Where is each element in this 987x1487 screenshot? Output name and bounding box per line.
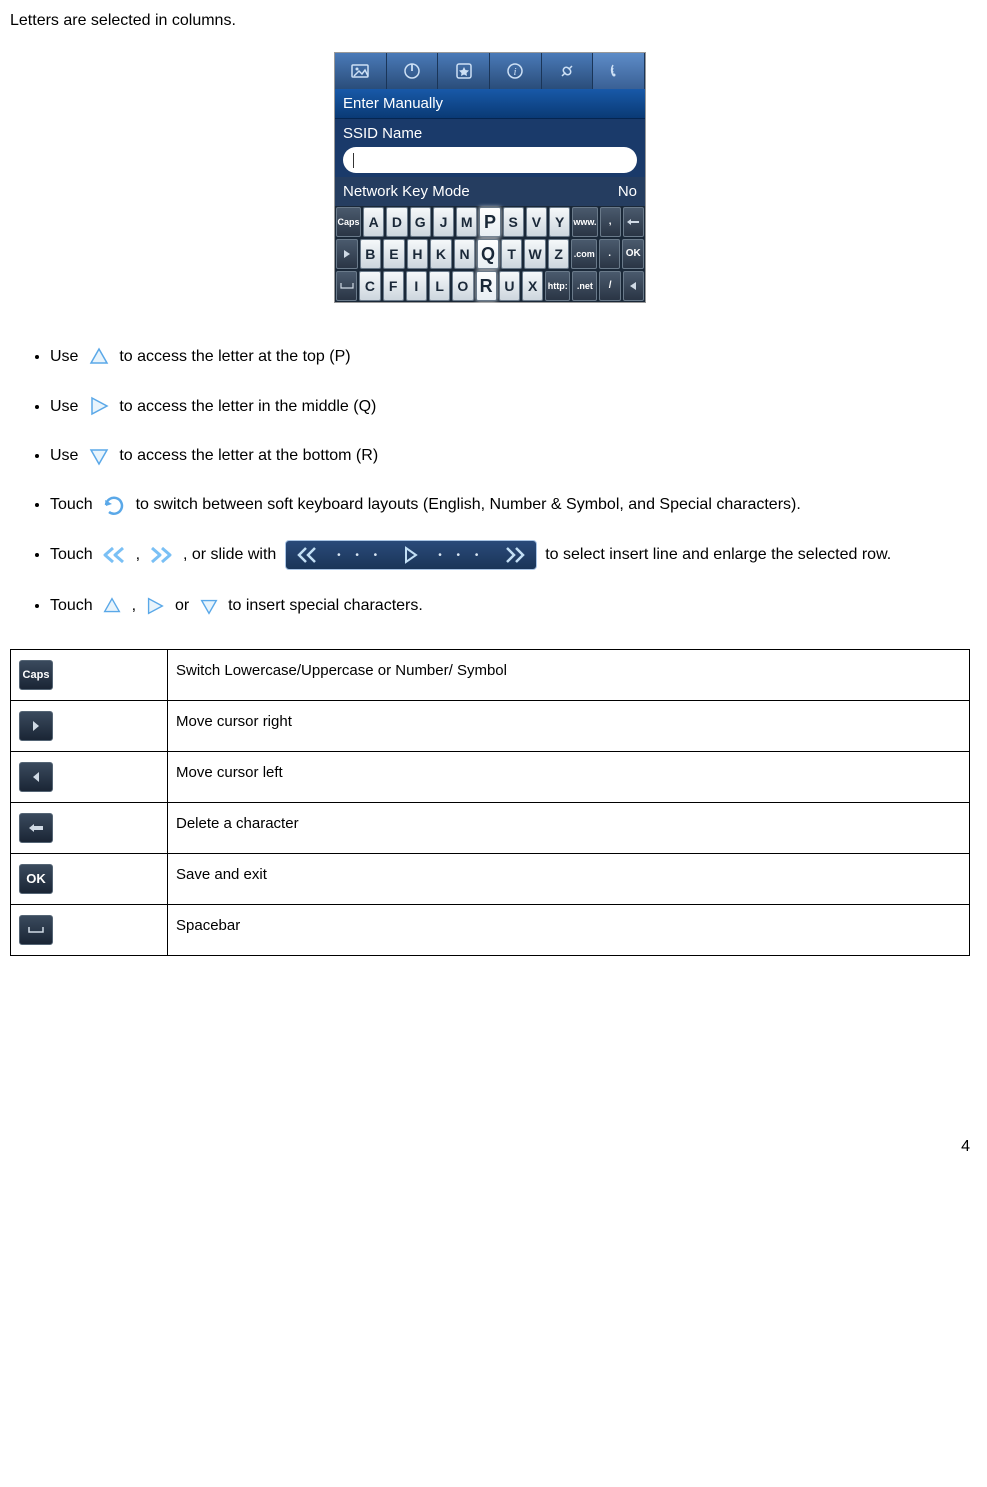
right-triangle-icon [87, 394, 111, 418]
kb-key: G [410, 207, 431, 237]
ssid-input [343, 147, 637, 173]
kb-key: P [479, 207, 500, 237]
intro-text: Letters are selected in columns. [10, 10, 970, 32]
kb-key: X [522, 271, 543, 301]
kb-key: T [501, 239, 523, 269]
space-key-icon [19, 915, 53, 945]
table-row: Caps Switch Lowercase/Uppercase or Numbe… [11, 650, 970, 701]
table-row: Move cursor right [11, 701, 970, 752]
up-triangle-icon [87, 345, 111, 369]
up-triangle-icon [101, 595, 123, 617]
kb-key: L [429, 271, 450, 301]
kb-key: J [433, 207, 454, 237]
table-row: OK Save and exit [11, 854, 970, 905]
kb-key: / [599, 271, 620, 301]
caps-key-icon: Caps [19, 660, 53, 690]
page-number: 4 [10, 1136, 970, 1158]
kb-key [623, 271, 644, 301]
network-key-label: Network Key Mode [343, 181, 470, 202]
down-triangle-icon [87, 444, 111, 468]
kb-key: www. [572, 207, 597, 237]
left-arrow-desc: Move cursor left [168, 752, 970, 803]
kb-key: F [383, 271, 404, 301]
tab-bar: i [335, 53, 645, 89]
kb-key: W [524, 239, 546, 269]
kb-key [623, 207, 644, 237]
double-right-icon [148, 545, 174, 565]
kb-key [336, 271, 357, 301]
kb-key: .net [572, 271, 597, 301]
header-enter-manually: Enter Manually [335, 89, 645, 119]
kb-key: O [452, 271, 473, 301]
bullet-item-2: Use to access the letter in the middle (… [50, 393, 970, 420]
kb-key: N [454, 239, 476, 269]
right-arrow-desc: Move cursor right [168, 701, 970, 752]
right-arrow-key-icon [19, 711, 53, 741]
ssid-label: SSID Name [343, 123, 637, 144]
kb-key: http: [545, 271, 570, 301]
kb-key: M [456, 207, 477, 237]
kb-key: Z [548, 239, 570, 269]
caps-desc: Switch Lowercase/Uppercase or Number/ Sy… [168, 650, 970, 701]
rotate-arrow-icon [101, 493, 127, 517]
tab-power [387, 53, 439, 89]
bullet-item-3: Use to access the letter at the bottom (… [50, 442, 970, 469]
left-arrow-key-icon [19, 762, 53, 792]
back-arrow-desc: Delete a character [168, 803, 970, 854]
network-key-value: No [618, 181, 637, 202]
tab-wifi [593, 53, 645, 89]
right-triangle-icon [144, 595, 166, 617]
kb-key: V [526, 207, 547, 237]
instruction-list: Use to access the letter at the top (P) … [10, 343, 970, 619]
kb-key: .com [571, 239, 596, 269]
tab-info: i [490, 53, 542, 89]
kb-key: . [599, 239, 621, 269]
kb-key: R [476, 271, 497, 301]
kb-key: A [363, 207, 384, 237]
ok-desc: Save and exit [168, 854, 970, 905]
ssid-section: SSID Name [335, 119, 645, 177]
table-row: Delete a character [11, 803, 970, 854]
table-row: Spacebar [11, 905, 970, 956]
tab-gallery [335, 53, 387, 89]
down-triangle-icon [198, 595, 220, 617]
kb-key: K [430, 239, 452, 269]
kb-key: U [499, 271, 520, 301]
space-desc: Spacebar [168, 905, 970, 956]
device-screenshot: i Enter Manually SSID Name Network Key M… [334, 52, 646, 303]
kb-key: B [360, 239, 382, 269]
ok-key-icon: OK [19, 864, 53, 894]
kb-key: Caps [336, 207, 361, 237]
kb-key: Y [549, 207, 570, 237]
kb-key: Q [477, 239, 499, 269]
kb-key: S [503, 207, 524, 237]
table-row: Move cursor left [11, 752, 970, 803]
double-left-icon [101, 545, 127, 565]
kb-key: E [383, 239, 405, 269]
back-arrow-key-icon [19, 813, 53, 843]
tab-settings [542, 53, 594, 89]
bullet-item-6: Touch , or to insert special characters. [50, 592, 970, 619]
kb-key: H [407, 239, 429, 269]
kb-key: OK [622, 239, 644, 269]
bullet-item-4: Touch to switch between soft keyboard la… [50, 491, 970, 518]
slide-gesture-icon: • • • • • • [285, 540, 537, 570]
bullet-item-1: Use to access the letter at the top (P) [50, 343, 970, 370]
kb-key: C [359, 271, 380, 301]
kb-key: D [386, 207, 407, 237]
svg-text:i: i [514, 66, 517, 78]
network-key-row: Network Key Mode No [335, 177, 645, 206]
tab-star [438, 53, 490, 89]
soft-keyboard: CapsADGJMPSVYwww., BEHKNQTWZ.com.OK CFIL… [335, 206, 645, 302]
function-table: Caps Switch Lowercase/Uppercase or Numbe… [10, 649, 970, 956]
kb-key: I [406, 271, 427, 301]
kb-key [336, 239, 358, 269]
kb-key: , [600, 207, 621, 237]
bullet-item-5: Touch , , or slide with • • • • • • to s… [50, 540, 970, 570]
